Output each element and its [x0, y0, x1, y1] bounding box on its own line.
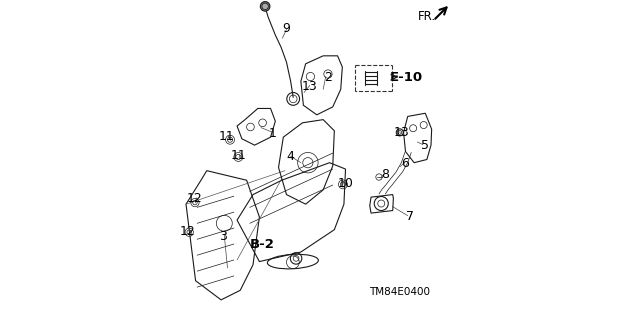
Text: 11: 11	[219, 130, 235, 143]
Text: 7: 7	[406, 210, 414, 223]
Text: TM84E0400: TM84E0400	[369, 287, 430, 297]
Text: 13: 13	[302, 80, 317, 93]
Text: 5: 5	[421, 139, 429, 152]
Text: 12: 12	[187, 192, 203, 205]
Text: 4: 4	[286, 151, 294, 163]
Text: 8: 8	[381, 168, 389, 181]
Text: 10: 10	[337, 177, 353, 190]
Text: 13: 13	[394, 126, 409, 139]
Text: 1: 1	[269, 127, 276, 140]
Circle shape	[262, 3, 268, 10]
Circle shape	[260, 2, 270, 11]
Text: 2: 2	[324, 71, 332, 84]
Text: B-2: B-2	[250, 238, 275, 250]
Text: 9: 9	[283, 22, 291, 35]
Text: FR.: FR.	[418, 10, 436, 23]
Text: 6: 6	[401, 158, 410, 170]
Text: 12: 12	[180, 225, 196, 238]
Text: 11: 11	[230, 149, 246, 162]
Text: 3: 3	[219, 230, 227, 242]
Text: E-10: E-10	[390, 71, 422, 84]
